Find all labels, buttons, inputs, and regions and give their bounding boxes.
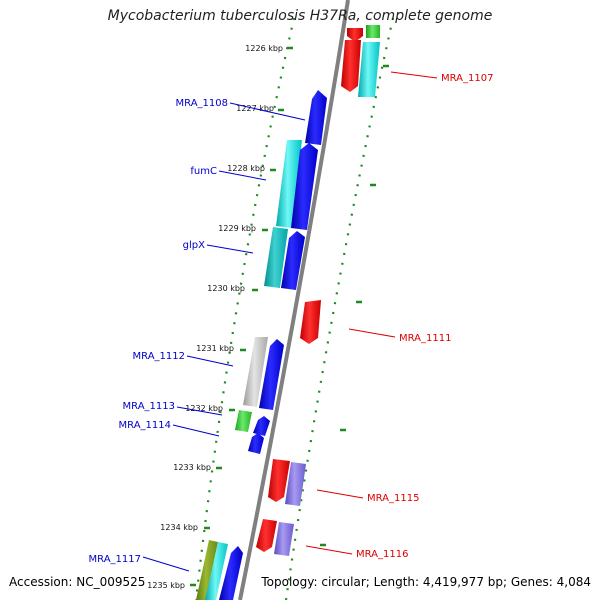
- gene-blue-mid: [259, 339, 284, 410]
- kbp-label: 1232 kbp: [185, 404, 223, 413]
- gene-green: [366, 25, 380, 38]
- gene-blue-bottom: [219, 546, 243, 600]
- track-right-dotted: [284, 17, 395, 600]
- genome-summary-text: Topology: circular; Length: 4,419,977 bp…: [261, 575, 591, 589]
- track-left-dotted: [194, 17, 296, 600]
- gene-label-mra1112: MRA_1112: [133, 351, 185, 362]
- gene-mra1117-olive: [196, 540, 218, 600]
- gene-mra1115-purple: [285, 462, 306, 506]
- kbp-label: 1231 kbp: [196, 344, 234, 353]
- gene-blue-fumc: [291, 143, 318, 230]
- gene-mra1112-grey: [243, 337, 268, 407]
- gene-label-mra1113: MRA_1113: [123, 401, 175, 412]
- kbp-label: 1235 kbp: [147, 581, 185, 590]
- kbp-label: 1230 kbp: [207, 284, 245, 293]
- gene-mra1115-red: [268, 459, 290, 502]
- gene-mra1108-blue: [305, 90, 327, 145]
- kbp-labels: 1226 kbp 1227 kbp 1228 kbp 1229 kbp 1230…: [147, 44, 283, 590]
- gene-label-mra1107: MRA_1107: [441, 73, 493, 84]
- kbp-label: 1229 kbp: [218, 224, 256, 233]
- gene-blue-small1: [253, 416, 270, 436]
- kbp-label: 1228 kbp: [227, 164, 265, 173]
- gene-blue-glpx: [281, 231, 305, 290]
- gene-mra1111-red: [300, 300, 321, 344]
- gene-label-mra1117: MRA_1117: [89, 554, 141, 565]
- gene-mra1107-red: [341, 40, 361, 92]
- leader-lines-right: [305, 71, 438, 555]
- kbp-ticks: [190, 46, 293, 587]
- kbp-label: 1233 kbp: [173, 463, 211, 472]
- gene-label-mra1116: MRA_1116: [356, 549, 408, 560]
- gene-features: [196, 25, 380, 600]
- genome-backbone: [238, 0, 350, 600]
- gene-labels-left: MRA_1108 fumC glpX MRA_1112 MRA_1113 MRA…: [89, 98, 228, 565]
- accession-text: Accession: NC_009525: [9, 575, 146, 589]
- kbp-label: 1234 kbp: [160, 523, 198, 532]
- kbp-label: 1226 kbp: [245, 44, 283, 53]
- gene-label-mra1115: MRA_1115: [367, 493, 419, 504]
- gene-glpX-teal: [264, 227, 288, 288]
- gene-label-fumc: fumC: [190, 166, 217, 177]
- gene-mra1114-blue: [248, 433, 264, 454]
- gene-cyan-b: [358, 42, 380, 97]
- gene-mra1116-red: [256, 519, 277, 552]
- map-title: Mycobacterium tuberculosis H37Ra, comple…: [107, 8, 493, 24]
- gene-label-mra1114: MRA_1114: [119, 420, 171, 431]
- gene-label-mra1111: MRA_1111: [399, 333, 451, 344]
- gene-red: [347, 28, 363, 42]
- gene-mra1117-cyan: [205, 542, 228, 600]
- right-ticks: [320, 64, 389, 547]
- gene-label-glpx: glpX: [183, 240, 205, 251]
- gene-label-mra1108: MRA_1108: [176, 98, 228, 109]
- gene-mra1116-purple: [274, 522, 294, 556]
- leader-lines-left: [142, 102, 306, 572]
- gene-labels-right: MRA_1107 MRA_1111 MRA_1115 MRA_1116: [356, 73, 493, 560]
- gene-mra1113-green: [235, 410, 252, 432]
- gene-fumC-cyan: [276, 140, 302, 228]
